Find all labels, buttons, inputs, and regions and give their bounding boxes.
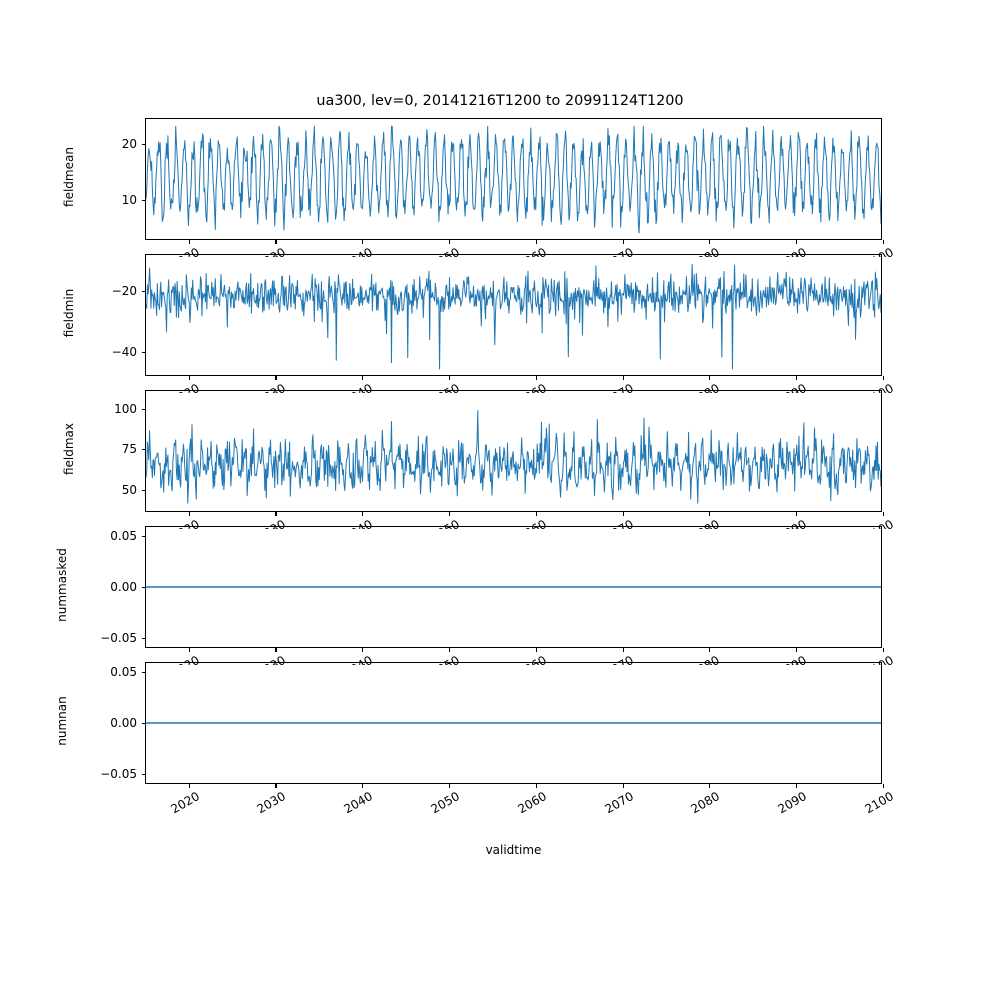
y-tick-label: 75 — [121, 442, 137, 457]
y-tick-mark — [141, 536, 145, 538]
figure-title: ua300, lev=0, 20141216T1200 to 20991124T… — [316, 93, 684, 109]
y-tick-mark — [141, 143, 145, 145]
x-tick-mark — [709, 240, 711, 244]
x-tick-mark — [882, 376, 884, 380]
y-tick-label: 50 — [121, 482, 137, 497]
x-tick-label: 2020 — [168, 789, 202, 817]
x-tick-mark — [188, 240, 190, 244]
x-tick-mark — [622, 784, 624, 788]
y-tick-label: −40 — [111, 344, 137, 359]
series-line-fieldmax — [146, 411, 881, 503]
x-tick-mark — [275, 648, 277, 652]
y-axis-label-fieldmin: fieldmin — [62, 288, 76, 338]
x-tick-mark — [535, 376, 537, 380]
x-tick-mark — [535, 240, 537, 244]
x-tick-mark — [622, 240, 624, 244]
x-tick-mark — [362, 512, 364, 516]
subplot-nummasked — [145, 526, 882, 648]
y-tick-mark — [141, 290, 145, 292]
subplot-numnan — [145, 662, 882, 784]
y-axis-label-fieldmax: fieldmax — [62, 422, 76, 476]
x-tick-mark — [449, 784, 451, 788]
x-tick-label: 2040 — [341, 789, 376, 817]
y-tick-mark — [141, 409, 145, 411]
y-tick-mark — [141, 723, 145, 725]
subplot-fieldmin — [145, 254, 882, 376]
x-tick-mark — [796, 240, 798, 244]
x-tick-mark — [535, 648, 537, 652]
x-tick-mark — [709, 512, 711, 516]
x-tick-mark — [622, 376, 624, 380]
y-tick-label: 20 — [121, 136, 137, 151]
x-tick-mark — [796, 376, 798, 380]
y-tick-label: 10 — [121, 193, 137, 208]
y-tick-mark — [141, 773, 145, 775]
x-tick-mark — [882, 240, 884, 244]
x-tick-mark — [622, 648, 624, 652]
y-tick-label: 0.00 — [110, 580, 137, 594]
y-axis-label-nummasked: nummasked — [55, 548, 69, 622]
x-tick-mark — [275, 240, 277, 244]
y-tick-label: 0.05 — [110, 665, 137, 680]
series-line-fieldmean — [146, 126, 881, 233]
x-tick-label-row: 2020 2030 2040 2050 2060 2070 2080 2090 2100 — [0, 785, 1000, 831]
y-tick-mark — [141, 489, 145, 491]
subplot-fieldmean — [145, 118, 882, 240]
y-tick-mark — [141, 637, 145, 639]
x-tick-mark — [362, 376, 364, 380]
x-tick-mark — [535, 512, 537, 516]
x-tick-mark — [709, 376, 711, 380]
x-tick-label: 2050 — [428, 789, 463, 817]
y-tick-label: 0.05 — [110, 529, 137, 544]
x-tick-mark — [275, 784, 277, 788]
x-tick-mark — [275, 376, 277, 380]
x-tick-label: 2090 — [775, 789, 810, 817]
x-tick-mark — [882, 784, 884, 788]
x-tick-mark — [709, 784, 711, 788]
y-tick-mark — [141, 351, 145, 353]
y-tick-mark — [141, 449, 145, 451]
x-tick-label: 2030 — [255, 789, 289, 817]
x-tick-mark — [796, 784, 798, 788]
subplot-fieldmax — [145, 390, 882, 512]
x-tick-mark — [188, 376, 190, 380]
x-tick-mark — [188, 648, 190, 652]
x-tick-mark — [275, 512, 277, 516]
x-tick-mark — [449, 240, 451, 244]
y-tick-label: 0.00 — [110, 716, 137, 730]
x-tick-mark — [622, 512, 624, 516]
x-tick-mark — [796, 512, 798, 516]
x-tick-mark — [449, 512, 451, 516]
x-tick-mark — [796, 648, 798, 652]
x-tick-mark — [188, 784, 190, 788]
x-tick-mark — [362, 240, 364, 244]
y-axis-label-numnan: numnan — [55, 696, 69, 746]
x-axis-label: validtime — [485, 843, 542, 857]
x-tick-mark — [449, 648, 451, 652]
y-tick-label: −0.05 — [100, 766, 137, 781]
x-tick-label: 2080 — [688, 789, 723, 817]
x-tick-mark — [882, 648, 884, 652]
y-tick-label: 100 — [114, 402, 137, 417]
y-tick-label: −20 — [111, 283, 137, 298]
x-tick-mark — [709, 648, 711, 652]
y-axis-label-fieldmean: fieldmean — [62, 147, 76, 207]
x-tick-mark — [188, 512, 190, 516]
y-tick-label: −0.05 — [100, 630, 137, 645]
x-tick-mark — [449, 376, 451, 380]
x-tick-mark — [362, 648, 364, 652]
series-line-fieldmin — [146, 264, 881, 369]
x-tick-mark — [362, 784, 364, 788]
y-tick-mark — [141, 587, 145, 589]
x-tick-label: 2060 — [515, 789, 549, 817]
x-tick-mark — [882, 512, 884, 516]
y-tick-mark — [141, 672, 145, 674]
x-tick-mark — [535, 784, 537, 788]
y-tick-mark — [141, 200, 145, 202]
x-tick-label: 2070 — [602, 789, 636, 817]
x-tick-label: 2100 — [862, 789, 896, 817]
